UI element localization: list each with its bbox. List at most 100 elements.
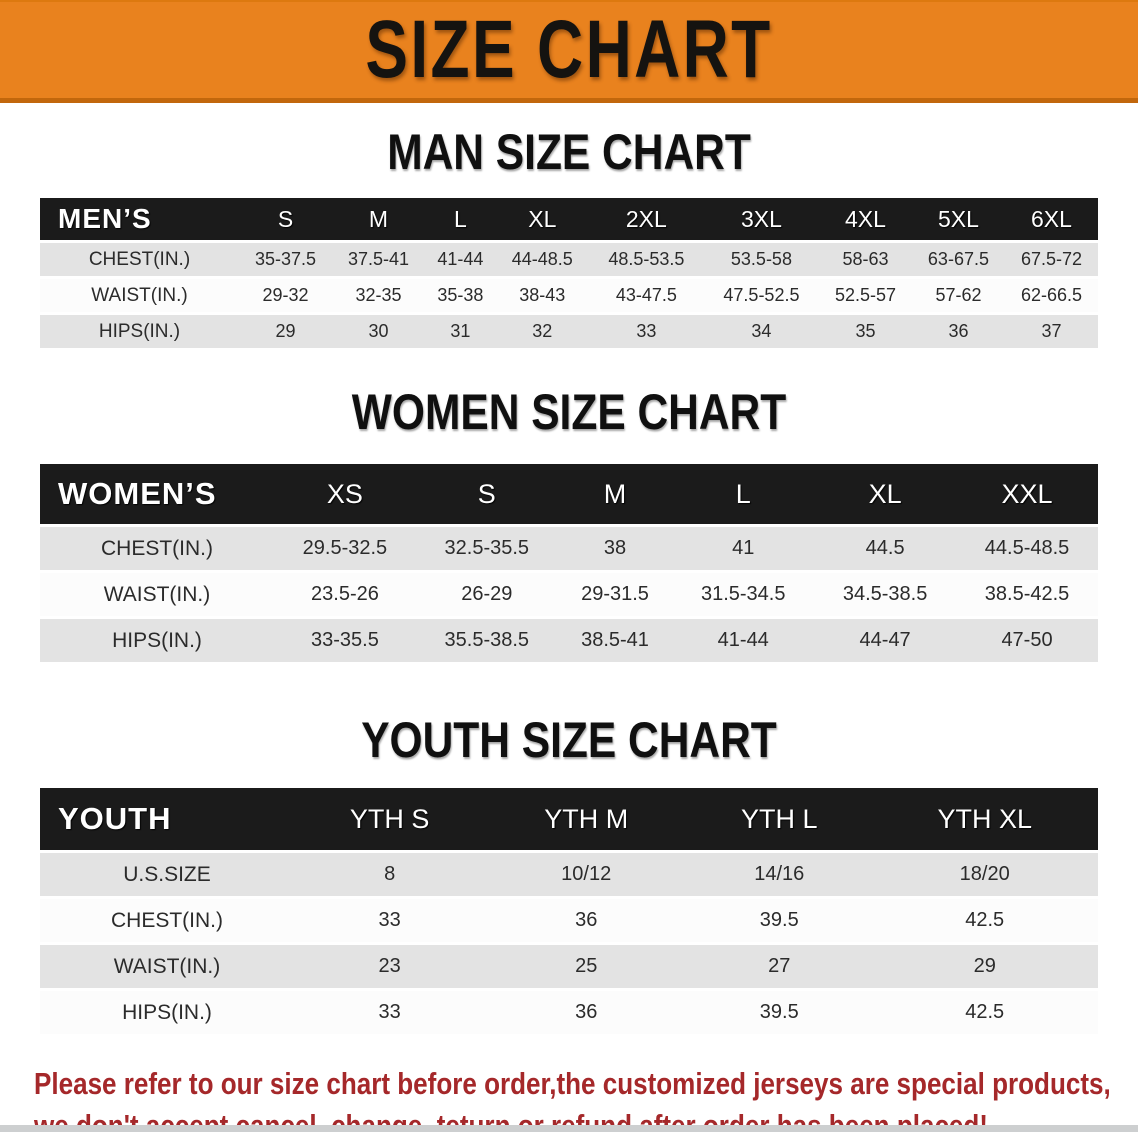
men-hips-in-4xl: 35 — [818, 315, 912, 348]
men-chest-in-2xl: 48.5-53.5 — [588, 243, 704, 276]
youth-row-u-s-size: U.S.SIZE 8 10/12 14/16 18/20 — [40, 853, 1098, 896]
women-size-table: WOMEN’S XS S M L XL XXL CHEST(IN.) 29.5-32.5 32.5… — [40, 461, 1098, 665]
youth-column-header-yth-s: YTH S — [294, 788, 486, 850]
youth-column-header-yth-m: YTH M — [485, 788, 688, 850]
women-hips-in-m: 38.5-41 — [557, 619, 673, 662]
women-hips-in-l: 41-44 — [672, 619, 815, 662]
women-column-header-l: L — [672, 464, 815, 524]
women-chest-in-xs: 29.5-32.5 — [274, 527, 416, 570]
youth-chest-in-yth-m: 36 — [485, 899, 688, 942]
women-waist-in-xl: 34.5-38.5 — [814, 573, 957, 616]
youth-row-label-chest-in: CHEST(IN.) — [40, 899, 294, 942]
men-column-header-6xl: 6XL — [1004, 198, 1098, 240]
men-row-waist-in: WAIST(IN.) 29-32 32-35 35-38 38-43 43-47.5 47.… — [40, 279, 1098, 312]
men-chest-in-xl: 44-48.5 — [495, 243, 589, 276]
women-hips-in-xxl: 47-50 — [956, 619, 1098, 662]
youth-hips-in-yth-l: 39.5 — [687, 991, 872, 1034]
youth-u-s-size-yth-s: 8 — [294, 853, 486, 896]
youth-waist-in-yth-s: 23 — [294, 945, 486, 988]
women-row-chest-in: CHEST(IN.) 29.5-32.5 32.5-35.5 38 41 44.5 44.5… — [40, 527, 1098, 570]
youth-hips-in-yth-m: 36 — [485, 991, 688, 1034]
women-column-header-xs: XS — [274, 464, 416, 524]
footer-note: Please refer to our size chart before or… — [0, 1063, 1138, 1132]
women-waist-in-s: 26-29 — [415, 573, 558, 616]
women-row-label-waist-in: WAIST(IN.) — [40, 573, 274, 616]
youth-chest-in-yth-l: 39.5 — [687, 899, 872, 942]
men-hips-in-xl: 32 — [495, 315, 589, 348]
youth-u-s-size-yth-m: 10/12 — [485, 853, 688, 896]
men-row-label-hips-in: HIPS(IN.) — [40, 315, 239, 348]
men-row-hips-in: HIPS(IN.) 29 30 31 32 33 34 35 36 37 — [40, 315, 1098, 348]
men-waist-in-2xl: 43-47.5 — [588, 279, 704, 312]
men-waist-in-4xl: 52.5-57 — [818, 279, 912, 312]
youth-waist-in-yth-m: 25 — [485, 945, 688, 988]
women-column-header-xxl: XXL — [956, 464, 1098, 524]
youth-chest-in-yth-xl: 42.5 — [871, 899, 1098, 942]
women-group-label: WOMEN’S — [40, 464, 274, 524]
men-column-header-3xl: 3XL — [703, 198, 819, 240]
men-waist-in-l: 35-38 — [424, 279, 496, 312]
men-column-header-5xl: 5XL — [911, 198, 1005, 240]
men-column-header-4xl: 4XL — [818, 198, 912, 240]
youth-row-label-hips-in: HIPS(IN.) — [40, 991, 294, 1034]
women-row-hips-in: HIPS(IN.) 33-35.5 35.5-38.5 38.5-41 41-44 44-… — [40, 619, 1098, 662]
women-column-header-m: M — [557, 464, 673, 524]
women-hips-in-xl: 44-47 — [814, 619, 957, 662]
women-row-waist-in: WAIST(IN.) 23.5-26 26-29 29-31.5 31.5-34.5 34… — [40, 573, 1098, 616]
women-hips-in-xs: 33-35.5 — [274, 619, 416, 662]
men-chest-in-l: 41-44 — [424, 243, 496, 276]
women-chest-in-xxl: 44.5-48.5 — [956, 527, 1098, 570]
men-chest-in-3xl: 53.5-58 — [703, 243, 819, 276]
women-hips-in-s: 35.5-38.5 — [415, 619, 558, 662]
women-row-label-chest-in: CHEST(IN.) — [40, 527, 274, 570]
men-hips-in-3xl: 34 — [703, 315, 819, 348]
women-column-header-xl: XL — [814, 464, 957, 524]
women-column-header-s: S — [415, 464, 558, 524]
youth-row-label-u-s-size: U.S.SIZE — [40, 853, 294, 896]
men-hips-in-s: 29 — [239, 315, 332, 348]
page-title: SIZE CHART — [365, 4, 773, 95]
women-waist-in-m: 29-31.5 — [557, 573, 673, 616]
men-row-label-chest-in: CHEST(IN.) — [40, 243, 239, 276]
men-waist-in-s: 29-32 — [239, 279, 332, 312]
men-column-header-xl: XL — [495, 198, 589, 240]
women-waist-in-xxl: 38.5-42.5 — [956, 573, 1098, 616]
men-hips-in-6xl: 37 — [1004, 315, 1098, 348]
youth-column-header-yth-xl: YTH XL — [871, 788, 1098, 850]
men-chest-in-6xl: 67.5-72 — [1004, 243, 1098, 276]
men-chest-in-4xl: 58-63 — [818, 243, 912, 276]
men-row-chest-in: CHEST(IN.) 35-37.5 37.5-41 41-44 44-48.5 48.5… — [40, 243, 1098, 276]
men-waist-in-m: 32-35 — [331, 279, 425, 312]
men-waist-in-5xl: 57-62 — [911, 279, 1005, 312]
men-chest-in-s: 35-37.5 — [239, 243, 332, 276]
women-chest-in-s: 32.5-35.5 — [415, 527, 558, 570]
women-chest-in-xl: 44.5 — [814, 527, 957, 570]
women-chest-in-l: 41 — [672, 527, 815, 570]
women-header-row: WOMEN’S XS S M L XL XXL — [40, 464, 1098, 524]
women-row-label-hips-in: HIPS(IN.) — [40, 619, 274, 662]
men-size-table: MEN’S S M L XL 2XL 3XL 4XL 5XL 6XL CHEST(IN.) 35-37… — [40, 195, 1098, 351]
women-waist-in-l: 31.5-34.5 — [672, 573, 815, 616]
youth-size-table: YOUTH YTH S YTH M YTH L YTH XL U.S.SIZE 8 10/12… — [40, 785, 1098, 1037]
youth-header-row: YOUTH YTH S YTH M YTH L YTH XL — [40, 788, 1098, 850]
men-column-header-2xl: 2XL — [588, 198, 704, 240]
youth-row-hips-in: HIPS(IN.) 33 36 39.5 42.5 — [40, 991, 1098, 1034]
footer-note-line-1: Please refer to our size chart before or… — [34, 1066, 1111, 1101]
men-chest-in-m: 37.5-41 — [331, 243, 425, 276]
men-chest-in-5xl: 63-67.5 — [911, 243, 1005, 276]
youth-row-waist-in: WAIST(IN.) 23 25 27 29 — [40, 945, 1098, 988]
women-chest-in-m: 38 — [557, 527, 673, 570]
youth-waist-in-yth-l: 27 — [687, 945, 872, 988]
youth-waist-in-yth-xl: 29 — [871, 945, 1098, 988]
youth-u-s-size-yth-l: 14/16 — [687, 853, 872, 896]
bottom-edge-strip — [0, 1125, 1138, 1132]
section-heading-men: MAN SIZE CHART — [387, 124, 751, 180]
men-waist-in-xl: 38-43 — [495, 279, 589, 312]
youth-u-s-size-yth-xl: 18/20 — [871, 853, 1098, 896]
men-hips-in-l: 31 — [424, 315, 496, 348]
youth-row-label-waist-in: WAIST(IN.) — [40, 945, 294, 988]
youth-chest-in-yth-s: 33 — [294, 899, 486, 942]
youth-row-chest-in: CHEST(IN.) 33 36 39.5 42.5 — [40, 899, 1098, 942]
men-hips-in-m: 30 — [331, 315, 425, 348]
